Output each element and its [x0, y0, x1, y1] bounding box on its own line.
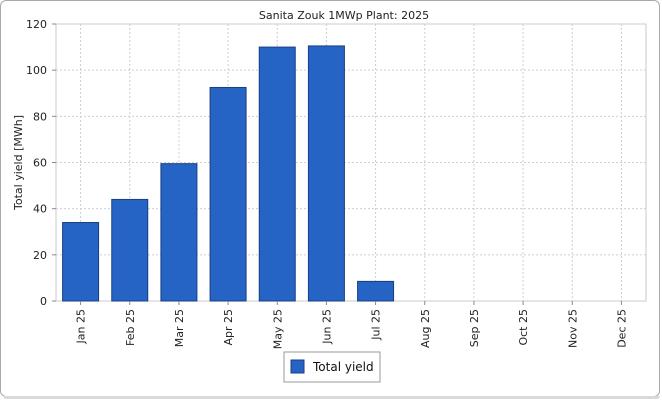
y-tick-label: 40 [33, 203, 47, 216]
y-tick-label: 60 [33, 157, 47, 170]
y-axis-label: Total yield [MWh] [12, 115, 25, 211]
x-tick-label: Jun 25 [320, 309, 333, 345]
x-tick-label: Aug 25 [419, 309, 432, 348]
legend: Total yield [283, 351, 381, 383]
chart-title: Sanita Zouk 1MWp Plant: 2025 [259, 9, 429, 22]
y-tick-label: 80 [33, 110, 47, 123]
bar [111, 198, 149, 302]
y-axis-ticks: 0 20 40 60 80 100 120 [26, 18, 56, 308]
x-tick-label: Jul 25 [370, 309, 383, 341]
bar [62, 222, 100, 302]
x-tick-label: Oct 25 [517, 309, 530, 346]
y-tick-label: 120 [26, 18, 47, 31]
y-tick-label: 20 [33, 249, 47, 262]
x-tick-label: Jan 25 [75, 309, 88, 344]
bar [160, 163, 198, 302]
frame-shadow [3, 396, 660, 399]
y-tick-label: 100 [26, 64, 47, 77]
x-axis-ticks: Jan 25 Feb 25 Mar 25 Apr 25 May 25 Jun 25 Jul … [75, 301, 628, 349]
bar [357, 280, 395, 302]
x-tick-label: Dec 25 [615, 309, 628, 348]
x-tick-label: Sep 25 [468, 309, 481, 347]
x-tick-label: Feb 25 [124, 309, 137, 346]
x-tick-label: May 25 [271, 309, 284, 349]
legend-label: Total yield [312, 360, 374, 374]
y-tick-label: 0 [40, 295, 47, 308]
bar [209, 86, 247, 302]
bar [307, 45, 345, 302]
plot-area [55, 23, 647, 302]
bar [258, 46, 296, 302]
legend-swatch [290, 359, 305, 374]
x-tick-label: Apr 25 [222, 309, 235, 346]
x-tick-label: Mar 25 [173, 309, 186, 347]
bars [62, 45, 395, 302]
x-tick-label: Nov 25 [566, 309, 579, 348]
